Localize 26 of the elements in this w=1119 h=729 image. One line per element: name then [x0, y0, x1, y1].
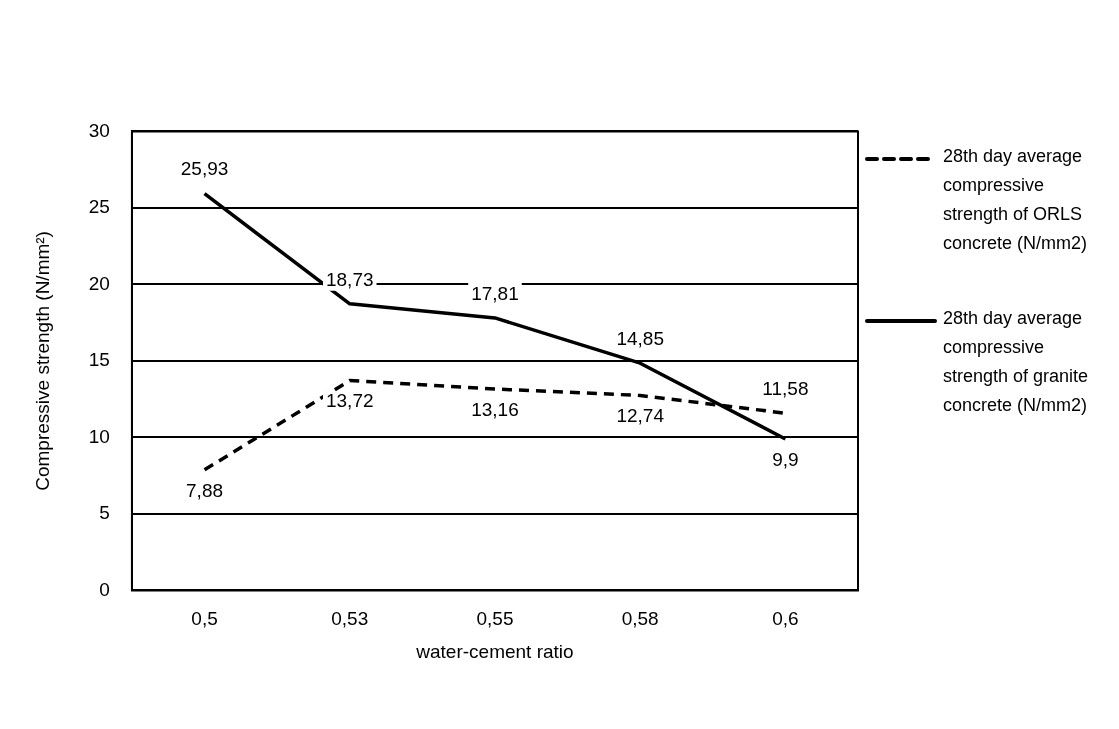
data-label: 12,74: [616, 405, 665, 427]
x-tick-label: 0,58: [621, 608, 659, 630]
x-tick-label: 0,5: [191, 608, 218, 630]
data-label: 14,85: [616, 327, 664, 349]
x-tick-label: 0,6: [772, 608, 799, 630]
data-label: 11,58: [762, 377, 809, 399]
y-tick-label: 0: [99, 578, 110, 600]
y-tick-label: 30: [88, 119, 110, 141]
data-label: 18,73: [325, 268, 374, 290]
legend-label: 28th day average compressive strength of ORLS concrete (N/mm2): [943, 145, 1089, 255]
legend-label: 28th day average compressive strength of granite concrete (N/mm2): [943, 307, 1090, 417]
x-tick-label: 0,55: [476, 608, 514, 630]
data-label: 13,16: [471, 398, 519, 420]
y-tick-label: 20: [88, 272, 110, 294]
y-axis-title: Compressive strength (N/mm²): [31, 231, 53, 491]
y-tick-label: 10: [88, 425, 110, 447]
data-label: 13,72: [325, 390, 374, 412]
y-tick-label: 25: [88, 196, 110, 218]
data-label: 25,93: [180, 158, 229, 180]
data-label: 7,88: [186, 479, 224, 501]
data-label: 9,9: [772, 448, 799, 470]
y-tick-label: 15: [88, 349, 110, 371]
data-label: 17,81: [471, 282, 519, 304]
x-axis-title: water-cement ratio: [415, 640, 574, 662]
x-tick-label: 0,53: [331, 608, 369, 630]
y-tick-label: 5: [99, 502, 110, 524]
